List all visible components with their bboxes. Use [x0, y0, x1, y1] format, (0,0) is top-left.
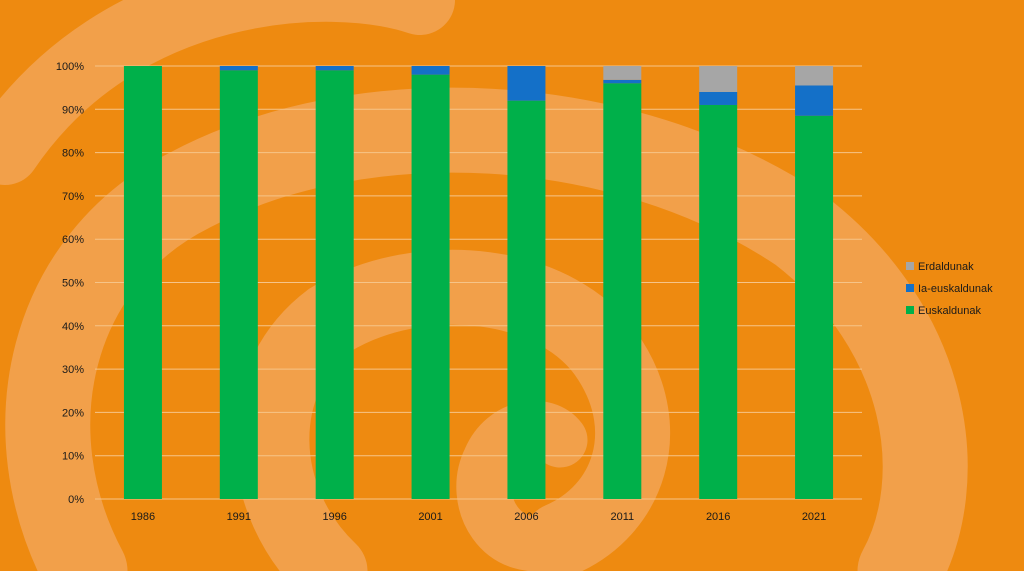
x-axis-tick-labels: 1986 1991 1996 2001 2006 2011 2016 2021 [131, 511, 827, 523]
bar-segment-euskaldunak [411, 74, 450, 499]
swirl-big-arc [5, 87, 968, 571]
y-tick-label: 0% [68, 494, 84, 506]
y-tick-label: 10% [62, 451, 84, 463]
bar-segment-ia-euskaldunak [795, 85, 834, 116]
y-tick-label: 40% [62, 321, 84, 333]
bar-segment-erdaldunak [603, 66, 642, 80]
x-tick-label: 2006 [514, 511, 538, 523]
legend-swatch [906, 284, 914, 292]
y-tick-label: 90% [62, 104, 84, 116]
legend-label: Euskaldunak [918, 305, 981, 317]
x-tick-label: 1996 [322, 511, 346, 523]
bar-segment-euskaldunak [315, 70, 354, 499]
legend: Erdaldunak Ia-euskaldunak Euskaldunak [906, 261, 993, 317]
bar-segment-euskaldunak [507, 100, 546, 499]
x-tick-label: 2021 [802, 511, 826, 523]
y-tick-label: 80% [62, 148, 84, 160]
bar-segment-ia-euskaldunak [411, 66, 450, 75]
legend-swatch [906, 306, 914, 314]
x-tick-label: 2001 [418, 511, 442, 523]
y-tick-label: 100% [56, 61, 84, 73]
y-tick-label: 60% [62, 234, 84, 246]
y-tick-label: 20% [62, 407, 84, 419]
bar-segment-euskaldunak [795, 115, 834, 500]
bar-segment-euskaldunak [699, 104, 738, 499]
bar-segment-ia-euskaldunak [699, 91, 738, 105]
bar-segment-erdaldunak [795, 66, 834, 86]
bars [123, 66, 834, 500]
x-tick-label: 2011 [610, 511, 634, 523]
y-tick-label: 30% [62, 364, 84, 376]
bar-segment-euskaldunak [603, 83, 642, 499]
bar-segment-ia-euskaldunak [219, 66, 258, 71]
bar-segment-ia-euskaldunak [603, 79, 642, 84]
legend-label: Ia-euskaldunak [918, 283, 993, 295]
legend-label: Erdaldunak [918, 261, 974, 273]
legend-swatch [906, 262, 914, 270]
bar-segment-euskaldunak [219, 70, 258, 499]
y-tick-label: 70% [62, 191, 84, 203]
y-tick-label: 50% [62, 278, 84, 290]
bar-segment-euskaldunak [123, 66, 162, 499]
bar-segment-erdaldunak [699, 66, 738, 92]
swirl-outer-arc [0, 0, 455, 185]
y-axis-tick-labels: 0% 10% 20% 30% 40% 50% 60% 70% 80% 90% 100% [56, 61, 84, 506]
gridlines [95, 65, 862, 500]
bar-segment-ia-euskaldunak [507, 66, 546, 101]
x-tick-label: 1991 [227, 511, 251, 523]
x-tick-label: 1986 [131, 511, 155, 523]
x-tick-label: 2016 [706, 511, 730, 523]
bar-segment-ia-euskaldunak [315, 66, 354, 71]
